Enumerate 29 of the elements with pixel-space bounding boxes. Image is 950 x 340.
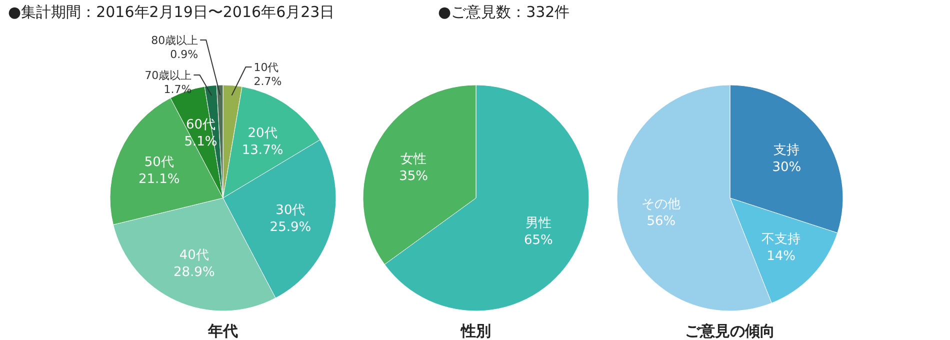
data-label: 35%	[399, 169, 428, 184]
data-label: 28.9%	[174, 264, 215, 280]
text: 性別	[460, 322, 491, 340]
slice-label: 不支持	[762, 232, 801, 247]
text: 年代	[207, 322, 238, 340]
text: ●ご意見数：332件	[438, 3, 570, 21]
data-label: 21.1%	[138, 172, 180, 188]
slice-label: 女性	[400, 152, 427, 168]
slice-label: 50代	[144, 155, 174, 170]
slice-label: 40代	[179, 248, 209, 263]
data-label: 13.7%	[242, 143, 284, 158]
data-label: 0.9%	[170, 48, 198, 61]
slice-label: その他	[642, 197, 681, 212]
data-label: 65%	[524, 232, 553, 248]
slice-label: 20代	[248, 126, 278, 142]
slice-label: 10代	[254, 61, 279, 74]
text: ご意見の傾向	[685, 322, 775, 340]
slice-label: 80歳以上	[151, 34, 198, 47]
data-label: 14%	[766, 248, 796, 264]
data-label: 25.9%	[270, 220, 312, 235]
data-label: 1.7%	[164, 83, 192, 96]
data-label: 30%	[772, 160, 802, 175]
slice-label: 30代	[276, 202, 306, 218]
slice-label: 70歳以上	[144, 69, 192, 82]
slice-label: 男性	[525, 216, 552, 231]
text: ●集計期間：2016年2月19日〜2016年6月23日	[8, 3, 335, 21]
slice-label: 支持	[774, 142, 800, 158]
data-label: 56%	[646, 214, 676, 230]
data-label: 2.7%	[254, 75, 282, 88]
